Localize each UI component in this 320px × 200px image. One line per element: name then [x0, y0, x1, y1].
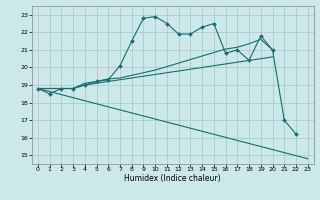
X-axis label: Humidex (Indice chaleur): Humidex (Indice chaleur): [124, 174, 221, 183]
